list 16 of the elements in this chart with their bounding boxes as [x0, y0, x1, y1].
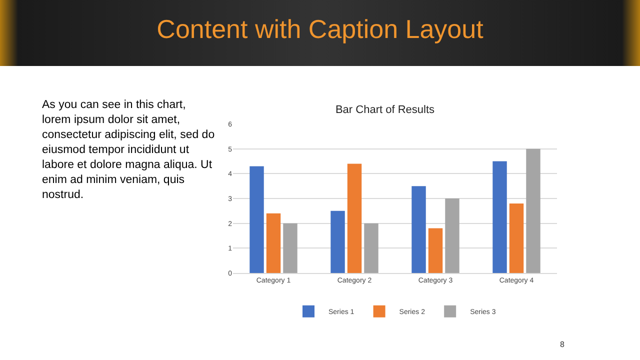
bar [330, 210, 345, 273]
bar [445, 198, 460, 273]
bar [364, 223, 378, 273]
bar [412, 186, 426, 273]
bar [347, 164, 362, 273]
bar [266, 213, 281, 273]
chart-title: Bar Chart of Results [335, 104, 436, 116]
bar [526, 148, 540, 273]
bar [492, 161, 507, 273]
bar [283, 223, 298, 273]
bar [428, 228, 443, 273]
text: Content with Caption Layout [156, 14, 484, 45]
bar [509, 203, 524, 273]
text: As you can see in this chart, lorem ipsum dolor sit amet, consectetur adipiscing elit, sed do eiusmod tempor incididunt ut labore et dolore magna aliqua. Ut enim ad minim veniam, quis nostrud. [42, 98, 216, 203]
text: 8 [560, 340, 564, 349]
bar [250, 166, 264, 273]
